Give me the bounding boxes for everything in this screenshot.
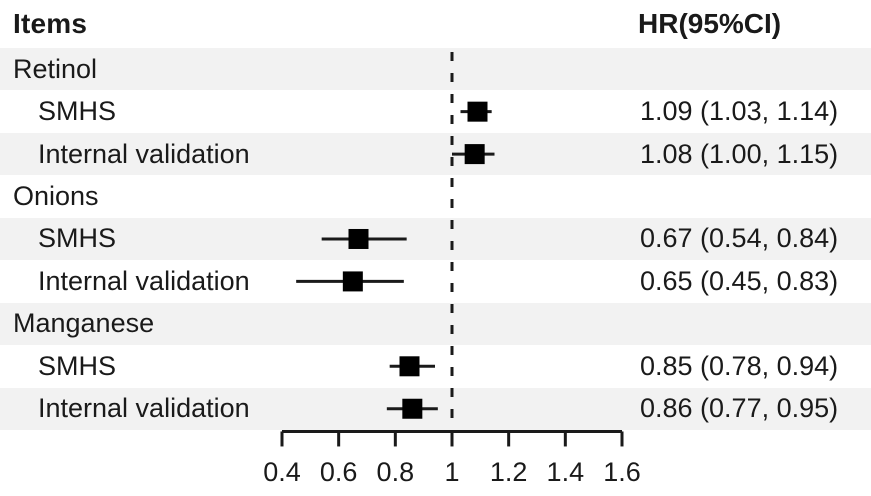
- study-row: SMHS 1.09 (1.03, 1.14): [0, 90, 871, 132]
- hr-column-header: HR(95%CI): [638, 8, 782, 39]
- row-label: SMHS: [38, 223, 117, 254]
- study-row: SMHS 0.85 (0.78, 0.94): [0, 345, 871, 387]
- axis-tick-label: 0.6: [320, 457, 358, 487]
- row-label: Internal validation: [38, 138, 250, 169]
- hr-ci-value: 1.09 (1.03, 1.14): [640, 96, 839, 127]
- row-label: Internal validation: [38, 393, 250, 424]
- row-label: Internal validation: [38, 265, 250, 296]
- items-column-header: Items: [13, 8, 88, 39]
- row-label: SMHS: [38, 350, 117, 381]
- table-header: Items HR(95%CI): [0, 0, 871, 48]
- hr-ci-value: 0.65 (0.45, 0.83): [640, 265, 839, 296]
- axis-tick-label: 1.2: [490, 457, 528, 487]
- hr-ci-value: 0.86 (0.77, 0.95): [640, 393, 839, 424]
- axis-tick-label: 1: [444, 457, 459, 487]
- group-row: Manganese: [0, 302, 871, 346]
- group-row: Retinol: [0, 48, 871, 91]
- row-label: Retinol: [13, 53, 98, 84]
- study-row: Internal validation 0.65 (0.45, 0.83): [0, 260, 871, 302]
- row-label: SMHS: [38, 96, 117, 127]
- row-label: Onions: [13, 181, 99, 212]
- group-row: Onions: [0, 175, 871, 217]
- axis-tick-label: 0.8: [377, 457, 415, 487]
- study-row: Internal validation 0.86 (0.77, 0.95): [0, 387, 871, 430]
- hr-ci-value: 1.08 (1.00, 1.15): [640, 138, 839, 169]
- row-label: Manganese: [13, 308, 155, 339]
- study-row: Internal validation 1.08 (1.00, 1.15): [0, 132, 871, 176]
- axis-tick-label: 0.4: [263, 457, 301, 487]
- axis-tick-label: 1.4: [547, 457, 585, 487]
- hr-ci-value: 0.67 (0.54, 0.84): [640, 223, 839, 254]
- hr-ci-value: 0.85 (0.78, 0.94): [640, 350, 839, 381]
- axis-tick-label: 1.6: [603, 457, 641, 487]
- study-row: SMHS 0.67 (0.54, 0.84): [0, 217, 871, 261]
